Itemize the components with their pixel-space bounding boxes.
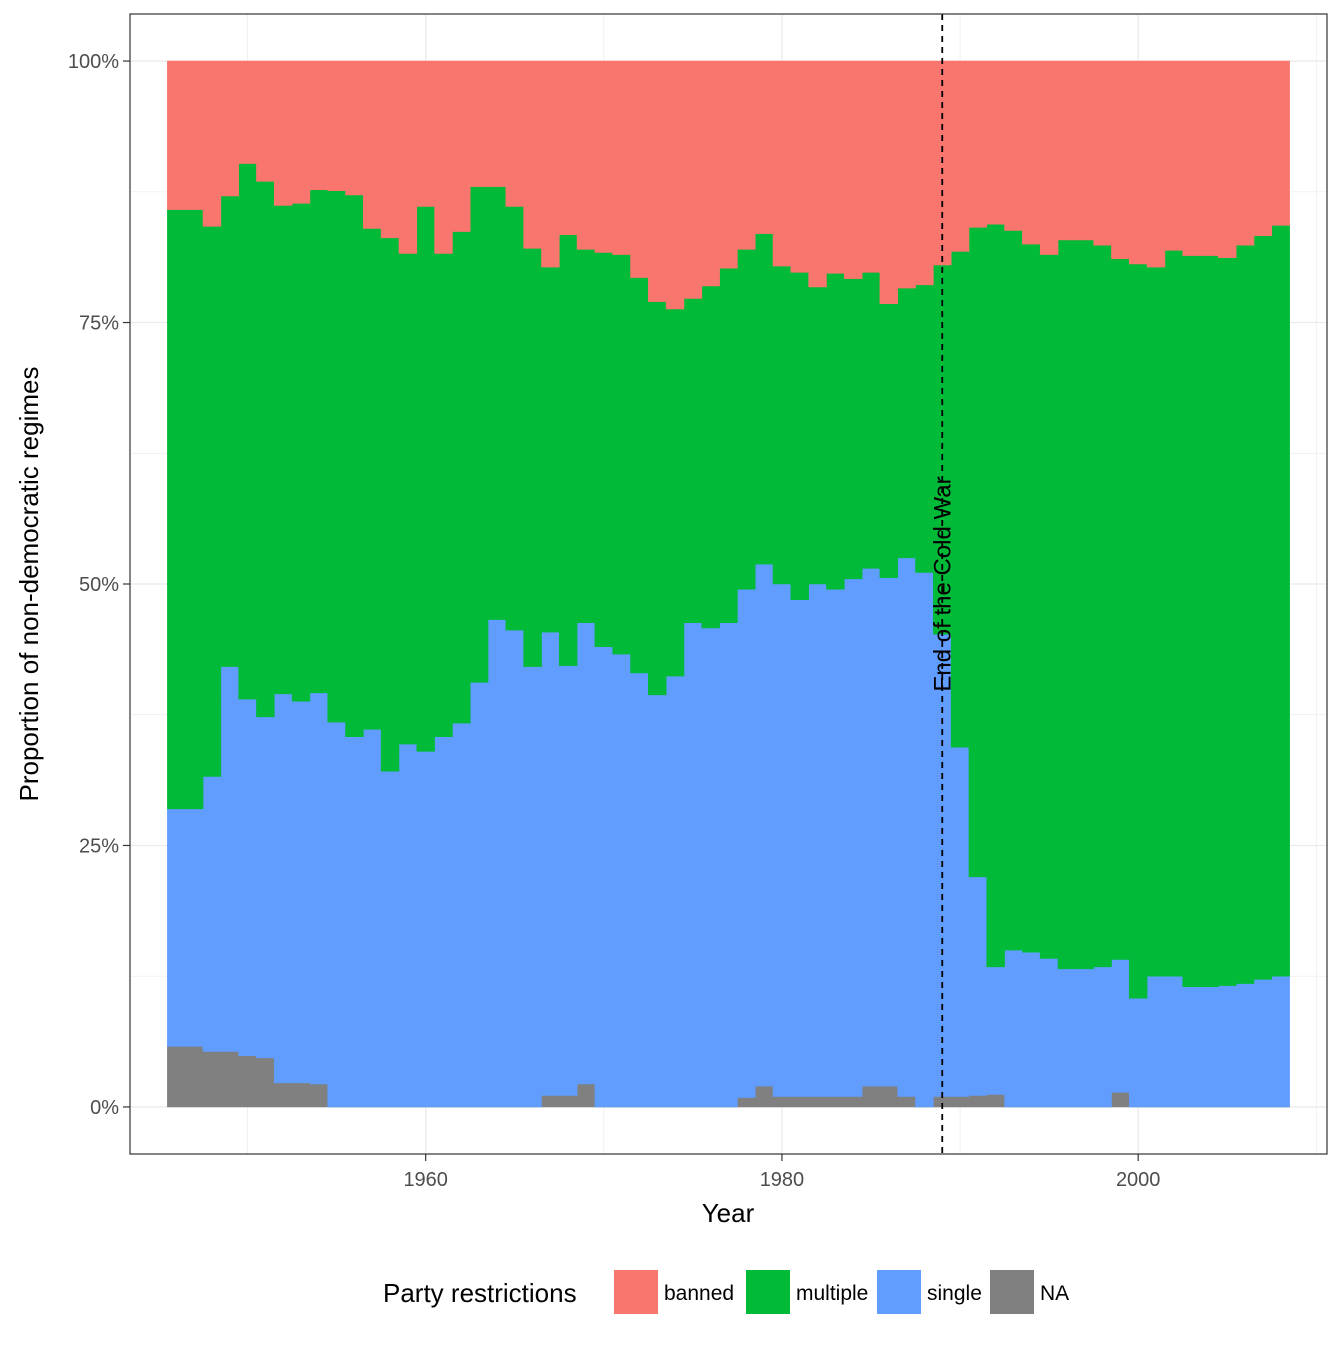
y-tick-label: 75%: [79, 313, 119, 335]
legend-label-na: NA: [1040, 1282, 1069, 1305]
annotation: End of the Cold War: [929, 14, 956, 1154]
legend-label-multiple: multiple: [796, 1282, 868, 1305]
legend-title: Party restrictions: [383, 1278, 577, 1308]
y-tick-label: 100%: [68, 51, 119, 73]
y-tick-label: 25%: [79, 835, 119, 857]
legend-label-banned: banned: [664, 1282, 734, 1305]
x-tick-label: 1980: [760, 1169, 805, 1191]
legend-key-single: [877, 1270, 921, 1314]
legend-key-multiple: [746, 1270, 790, 1314]
area-banned: [167, 60, 1290, 310]
legend-key-na: [990, 1270, 1034, 1314]
legend-key-banned: [614, 1270, 658, 1314]
cold-war-label: End of the Cold War: [929, 476, 956, 691]
legend-label-single: single: [927, 1282, 982, 1305]
area-series: [167, 60, 1290, 1108]
y-tick-label: 50%: [79, 574, 119, 596]
x-axis-title: Year: [702, 1198, 755, 1228]
y-tick-label: 0%: [90, 1097, 119, 1119]
y-axis-title: Proportion of non-democratic regimes: [14, 367, 44, 802]
legend: Party restrictions banned multiple single NA: [383, 1270, 1069, 1314]
x-tick-label: 1960: [403, 1169, 448, 1191]
axes: 1960 1980 2000 0% 25% 50% 75% 100%: [68, 51, 1161, 1191]
x-tick-label: 2000: [1116, 1169, 1161, 1191]
